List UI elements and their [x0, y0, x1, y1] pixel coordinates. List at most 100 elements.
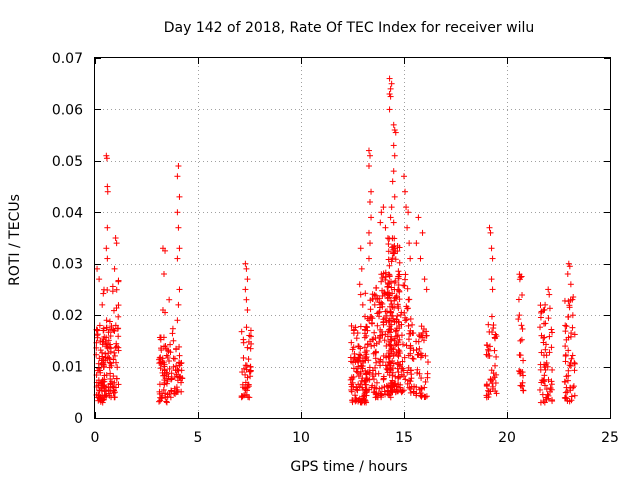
data-point: [370, 376, 377, 383]
data-point: [537, 314, 544, 321]
data-point: [161, 271, 168, 277]
grid: [95, 58, 610, 418]
data-point: [571, 367, 578, 374]
data-point: [374, 322, 381, 329]
data-point: [379, 359, 386, 366]
data-point: [348, 383, 355, 390]
data-point: [483, 394, 490, 401]
data-point: [519, 325, 526, 332]
data-point: [115, 381, 122, 388]
data-point: [549, 398, 556, 405]
data-point: [375, 390, 382, 397]
data-point: [493, 333, 500, 340]
data-point: [170, 363, 177, 370]
data-point: [95, 391, 102, 398]
data-point: [487, 376, 494, 383]
data-point: [156, 360, 163, 367]
x-tick-label: 20: [498, 430, 516, 446]
data-point: [365, 229, 372, 236]
data-point: [562, 328, 569, 335]
data-point: [387, 85, 394, 92]
data-point: [244, 384, 251, 391]
data-point: [109, 383, 116, 390]
data-point: [174, 388, 181, 395]
data-point: [243, 324, 250, 331]
data-point: [110, 307, 117, 314]
data-point: [107, 348, 114, 355]
data-point: [399, 388, 406, 395]
data-point: [562, 322, 569, 329]
data-point: [540, 398, 547, 405]
data-point: [483, 351, 490, 358]
data-point: [486, 328, 493, 335]
data-point: [423, 328, 430, 335]
data-point: [164, 354, 171, 361]
data-point: [96, 355, 103, 362]
data-point: [487, 388, 494, 395]
data-point: [548, 344, 555, 351]
data-point: [567, 362, 574, 369]
data-point: [375, 370, 382, 377]
data-point: [422, 378, 429, 385]
data-point: [418, 393, 425, 400]
data-point: [115, 277, 122, 284]
data-point: [361, 344, 368, 351]
data-point: [157, 334, 164, 341]
data-point: [389, 377, 396, 384]
data-point: [485, 321, 492, 328]
data-point: [373, 340, 380, 347]
data-point: [111, 265, 118, 272]
data-point: [239, 393, 246, 400]
data-point: [176, 193, 183, 200]
data-point: [157, 359, 164, 366]
data-point: [352, 395, 359, 402]
data-point: [407, 315, 414, 322]
data-point: [357, 352, 364, 359]
data-point: [168, 375, 175, 382]
data-point: [354, 358, 361, 365]
data-point: [539, 391, 546, 398]
data-point: [407, 342, 414, 349]
data-point: [396, 288, 403, 295]
data-point: [389, 365, 396, 372]
data-point: [352, 392, 359, 399]
data-point: [378, 384, 385, 391]
data-point: [403, 316, 410, 323]
data-point: [388, 204, 395, 211]
data-point: [158, 395, 165, 402]
data-point: [571, 359, 578, 366]
x-tick-label: 15: [395, 430, 413, 446]
data-point: [245, 338, 252, 345]
data-point: [363, 324, 370, 331]
data-point: [407, 367, 414, 374]
data-point: [174, 377, 181, 384]
y-tick-label: 0.02: [52, 308, 83, 324]
data-point: [161, 377, 168, 384]
data-point: [176, 245, 183, 252]
data-point: [366, 369, 373, 376]
data-point: [396, 296, 403, 303]
data-point: [387, 308, 394, 315]
data-point: [394, 312, 401, 319]
data-point: [350, 327, 357, 334]
data-point: [542, 346, 549, 353]
data-point: [163, 398, 170, 405]
data-point: [173, 363, 180, 370]
data-point: [101, 333, 108, 340]
data-point: [174, 173, 181, 180]
data-point: [162, 247, 169, 254]
data-point: [368, 214, 375, 221]
y-axis-label: ROTI / TECUs: [7, 194, 23, 286]
data-point: [368, 319, 375, 326]
data-point: [402, 376, 409, 383]
data-point: [390, 168, 397, 175]
data-point: [376, 358, 383, 365]
data-point: [549, 366, 556, 373]
data-point: [378, 391, 385, 398]
data-point: [389, 357, 396, 364]
data-point: [107, 370, 114, 377]
data-point: [387, 214, 394, 221]
data-point: [410, 355, 417, 362]
data-point: [372, 349, 379, 356]
